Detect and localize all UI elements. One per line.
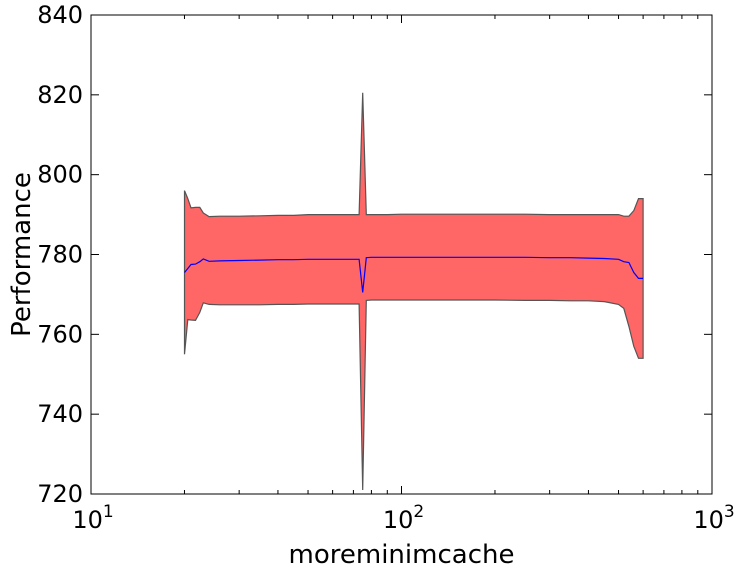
y-tick-label: 780 [37, 241, 83, 269]
y-tick-label: 800 [37, 161, 83, 189]
y-axis-label: Performance [7, 172, 37, 337]
mean-line [184, 256, 644, 293]
y-tick-label: 720 [37, 480, 83, 508]
confidence-band [183, 92, 644, 491]
x-tick-label: 103 [693, 502, 734, 534]
x-tick-label: 102 [383, 502, 424, 534]
mean-line-layer [184, 256, 644, 293]
y-tick-label: 820 [37, 81, 83, 109]
x-axis-label: moreminimcache [289, 540, 515, 570]
x-tick-label: 101 [72, 502, 113, 534]
y-tick-label: 740 [37, 400, 83, 428]
tick-layer: 720 740 760 780 800 820 840 101 102 103 [37, 1, 735, 534]
y-tick-label: 840 [37, 1, 83, 29]
y-tick-label: 760 [37, 320, 83, 348]
confidence-band-layer [183, 92, 644, 491]
